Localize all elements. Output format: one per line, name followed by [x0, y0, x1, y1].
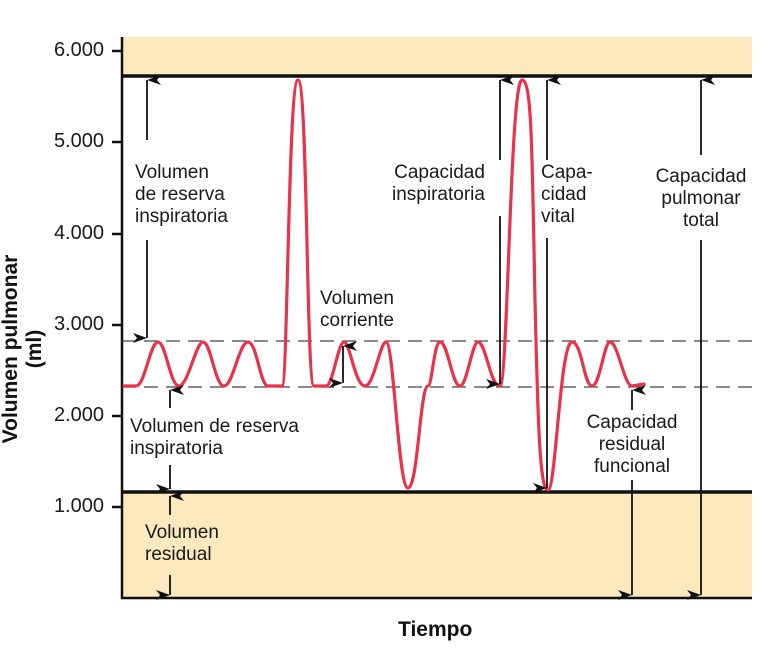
label-vre: Volumen de reserva inspiratoria: [130, 416, 299, 459]
y-tick-label: 6.000: [53, 39, 104, 61]
y-tick-label: 2.000: [53, 404, 104, 426]
y-axis-label: Volumen pulmonar (ml): [0, 254, 46, 444]
label-capacidad-pulmonar-total: Capacidad pulmonar total: [655, 166, 747, 231]
label-vri-top: Volumen de reserva inspiratoria: [135, 162, 228, 227]
label-volumen-residual: Volumen residual: [145, 522, 219, 565]
spirogram-trace: [122, 78, 646, 492]
bottom-band: [122, 492, 752, 598]
y-tick-label: 4.000: [53, 222, 104, 244]
label-volumen-corriente: Volumen corriente: [320, 288, 394, 331]
y-tick-label: 3.000: [53, 313, 104, 335]
x-axis-label: Tiempo: [398, 618, 473, 641]
y-tick-label: 5.000: [53, 130, 104, 152]
y-ticks: [112, 49, 122, 509]
top-band: [122, 37, 752, 76]
y-tick-label: 1.000: [53, 495, 104, 517]
label-capacidad-vital: Capa-cidad vital: [541, 162, 593, 227]
label-capacidad-residual-funcional: Capacidad residual funcional: [586, 412, 678, 477]
label-capacidad-inspiratoria: Capacidad inspiratoria: [392, 162, 485, 205]
